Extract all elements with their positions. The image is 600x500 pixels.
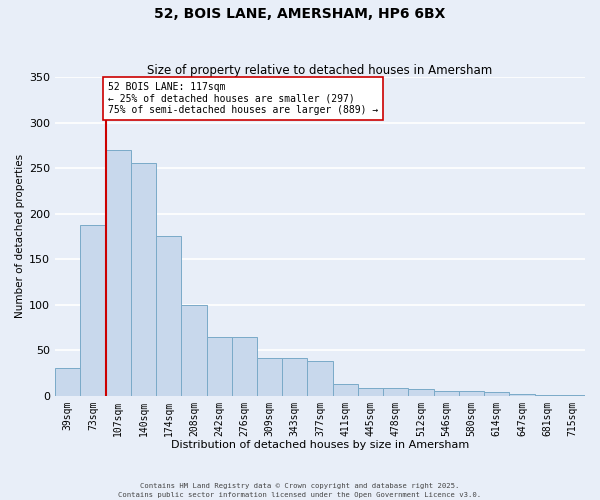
Bar xyxy=(434,391,459,396)
X-axis label: Distribution of detached houses by size in Amersham: Distribution of detached houses by size … xyxy=(171,440,469,450)
Bar xyxy=(206,336,232,396)
Text: 52 BOIS LANE: 117sqm
← 25% of detached houses are smaller (297)
75% of semi-deta: 52 BOIS LANE: 117sqm ← 25% of detached h… xyxy=(108,82,379,115)
Bar xyxy=(55,368,80,396)
Bar xyxy=(257,358,282,396)
Bar xyxy=(131,162,156,396)
Text: Contains HM Land Registry data © Crown copyright and database right 2025.
Contai: Contains HM Land Registry data © Crown c… xyxy=(118,483,482,498)
Bar xyxy=(106,150,131,396)
Bar xyxy=(80,224,106,396)
Bar xyxy=(307,361,332,396)
Title: Size of property relative to detached houses in Amersham: Size of property relative to detached ho… xyxy=(148,64,493,77)
Bar xyxy=(459,391,484,396)
Bar xyxy=(358,388,383,396)
Bar xyxy=(282,358,307,396)
Text: 52, BOIS LANE, AMERSHAM, HP6 6BX: 52, BOIS LANE, AMERSHAM, HP6 6BX xyxy=(154,8,446,22)
Bar xyxy=(509,394,535,396)
Bar xyxy=(232,336,257,396)
Bar xyxy=(156,236,181,396)
Bar xyxy=(383,388,409,396)
Bar xyxy=(409,390,434,396)
Y-axis label: Number of detached properties: Number of detached properties xyxy=(15,154,25,318)
Bar xyxy=(560,395,585,396)
Bar xyxy=(535,395,560,396)
Bar xyxy=(332,384,358,396)
Bar xyxy=(484,392,509,396)
Bar xyxy=(181,304,206,396)
